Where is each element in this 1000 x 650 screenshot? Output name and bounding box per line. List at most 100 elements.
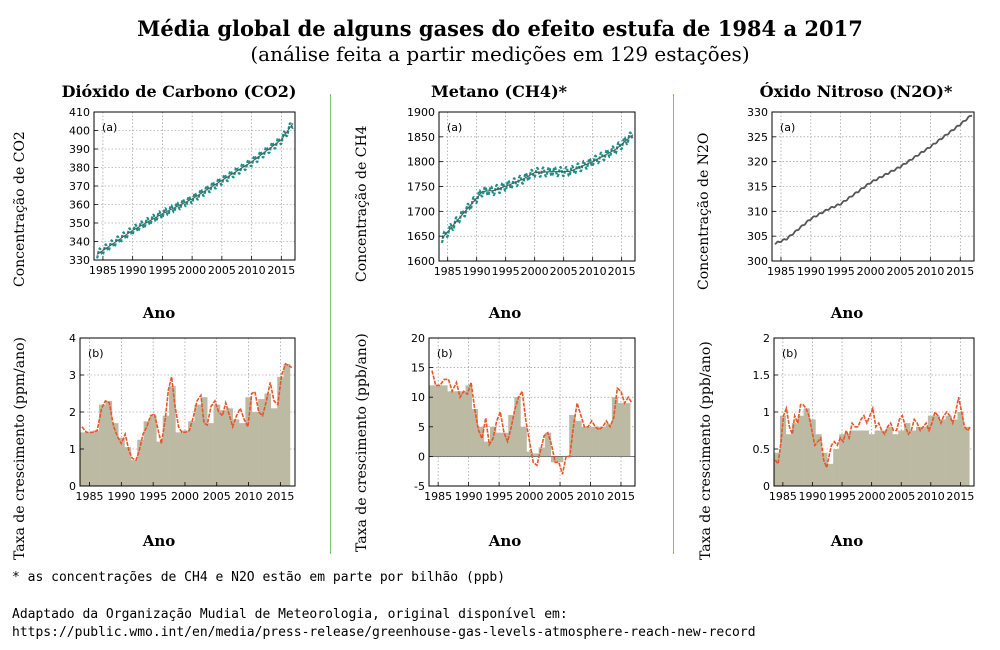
- growth-bar: [850, 430, 858, 486]
- growth-bar: [258, 399, 265, 486]
- x-tick-label: 1995: [139, 490, 167, 503]
- x-tick-label: 1985: [424, 490, 452, 503]
- co2-concentration-ylabel: Concentração de CO2: [12, 131, 28, 287]
- growth-bar: [945, 415, 952, 486]
- y-tick-label: 360: [69, 199, 90, 212]
- growth-bar: [957, 412, 964, 486]
- growth-bar: [86, 432, 94, 486]
- x-tick-label: 1995: [148, 264, 176, 277]
- growth-bar: [785, 434, 793, 486]
- growth-bar: [477, 426, 485, 457]
- growth-bar: [245, 397, 253, 486]
- y-tick-label: 2: [69, 406, 76, 419]
- panel-label: (b): [88, 347, 104, 360]
- growth-bar: [502, 432, 509, 457]
- growth-bar: [593, 426, 600, 457]
- growth-bar: [264, 393, 272, 486]
- y-tick-label: 370: [69, 180, 90, 193]
- growth-bar: [611, 397, 619, 457]
- x-tick-label: 2015: [946, 490, 974, 503]
- y-tick-label: 325: [747, 131, 768, 144]
- x-tick-label: 2005: [546, 490, 574, 503]
- growth-bar: [251, 412, 259, 486]
- x-tick-label: 2005: [550, 265, 578, 278]
- growth-bar: [124, 447, 132, 486]
- y-tick-label: 305: [747, 230, 768, 243]
- growth-bar: [575, 420, 582, 457]
- main-subtitle: (análise feita a partir medições em 129 …: [250, 42, 750, 66]
- n2o-concentration-chart: 1985 1990 1995 2000 2005 2010 2015 300 305 310 315…: [747, 106, 975, 278]
- growth-bar: [791, 423, 798, 486]
- n2o-growth-xlabel: Ano: [830, 532, 864, 550]
- growth-bar: [143, 421, 151, 486]
- x-tick-label: 2000: [178, 264, 206, 277]
- footnote: * as concentrações de CH4 e N2O estão em…: [12, 570, 506, 585]
- growth-bar: [544, 432, 552, 457]
- y-tick-label: -5: [414, 480, 425, 493]
- growth-bar: [910, 430, 917, 486]
- growth-bar: [92, 430, 100, 486]
- source-line-1: Adaptado da Organização Mudial de Meteor…: [12, 607, 568, 622]
- growth-bar: [845, 434, 852, 486]
- growth-bar: [459, 391, 466, 457]
- x-tick-label: 2000: [858, 490, 886, 503]
- y-tick-label: 0: [763, 480, 770, 493]
- growth-bar: [856, 430, 864, 486]
- x-tick-label: 2005: [887, 490, 915, 503]
- x-tick-label: 2010: [577, 490, 605, 503]
- growth-bar: [277, 376, 284, 486]
- x-tick-label: 2015: [607, 490, 635, 503]
- ch4-growth-ylabel: Taxa de crescimento (ppb/ano): [354, 333, 370, 552]
- x-tick-label: 1990: [119, 264, 147, 277]
- y-tick-label: 1850: [407, 131, 435, 144]
- ch4-column-title: Metano (CH4)*: [430, 82, 567, 101]
- x-tick-label: 1990: [797, 265, 825, 278]
- y-tick-label: 1650: [407, 230, 435, 243]
- growth-rate-line: [774, 397, 972, 471]
- x-tick-label: 2015: [608, 265, 636, 278]
- growth-bar: [916, 426, 923, 486]
- growth-bar: [111, 423, 119, 486]
- growth-bar: [435, 385, 442, 457]
- growth-bar: [175, 432, 183, 486]
- y-tick-label: 5: [418, 421, 425, 434]
- panel-label: (a): [447, 121, 462, 134]
- x-tick-label: 1990: [463, 265, 491, 278]
- x-tick-label: 1990: [455, 490, 483, 503]
- growth-rate-line: [81, 362, 293, 462]
- growth-bar: [118, 437, 125, 486]
- growth-bar: [951, 419, 958, 486]
- y-tick-label: 400: [69, 125, 90, 138]
- growth-bar: [532, 453, 540, 457]
- growth-bar: [939, 419, 946, 486]
- y-tick-label: 340: [69, 236, 90, 249]
- growth-bar: [827, 463, 834, 486]
- growth-bar: [105, 400, 113, 486]
- growth-bar: [587, 426, 594, 457]
- ch4-concentration-xlabel: Ano: [488, 304, 522, 322]
- y-tick-label: 2: [763, 332, 770, 345]
- y-tick-label: 390: [69, 143, 90, 156]
- n2o-column-title: Óxido Nitroso (N2O)*: [759, 82, 953, 101]
- y-tick-label: 380: [69, 162, 90, 175]
- growth-bar: [483, 441, 491, 457]
- growth-bar: [803, 408, 810, 486]
- plot-frame: [93, 111, 296, 261]
- ch4-concentration-ylabel: Concentração de CH4: [354, 125, 370, 282]
- co2-growth-chart: 1985 1990 1995 2000 2005 2010 2015 0 1 2 3 4 (b): [69, 332, 296, 503]
- x-tick-label: 1995: [827, 265, 855, 278]
- growth-bar: [520, 426, 527, 457]
- ch4-growth-chart: 1985 1990 1995 2000 2005 2010 2015 -5 0 5 10 15 20 (b…: [411, 332, 636, 503]
- panel-label: (b): [437, 347, 453, 360]
- n2o-growth-chart: 1985 1990 1995 2000 2005 2010 2015 0 0.5 1 1.5 2 (b): [753, 332, 975, 503]
- growth-bar: [880, 430, 887, 486]
- x-tick-label: 2005: [203, 490, 231, 503]
- growth-bar: [181, 430, 189, 486]
- column-divider-right: [673, 94, 674, 554]
- growth-bar: [226, 408, 233, 486]
- x-tick-label: 1985: [89, 264, 117, 277]
- growth-bar: [514, 397, 521, 457]
- y-tick-label: 350: [69, 217, 90, 230]
- growth-bar: [219, 410, 227, 486]
- growth-bar: [194, 404, 202, 486]
